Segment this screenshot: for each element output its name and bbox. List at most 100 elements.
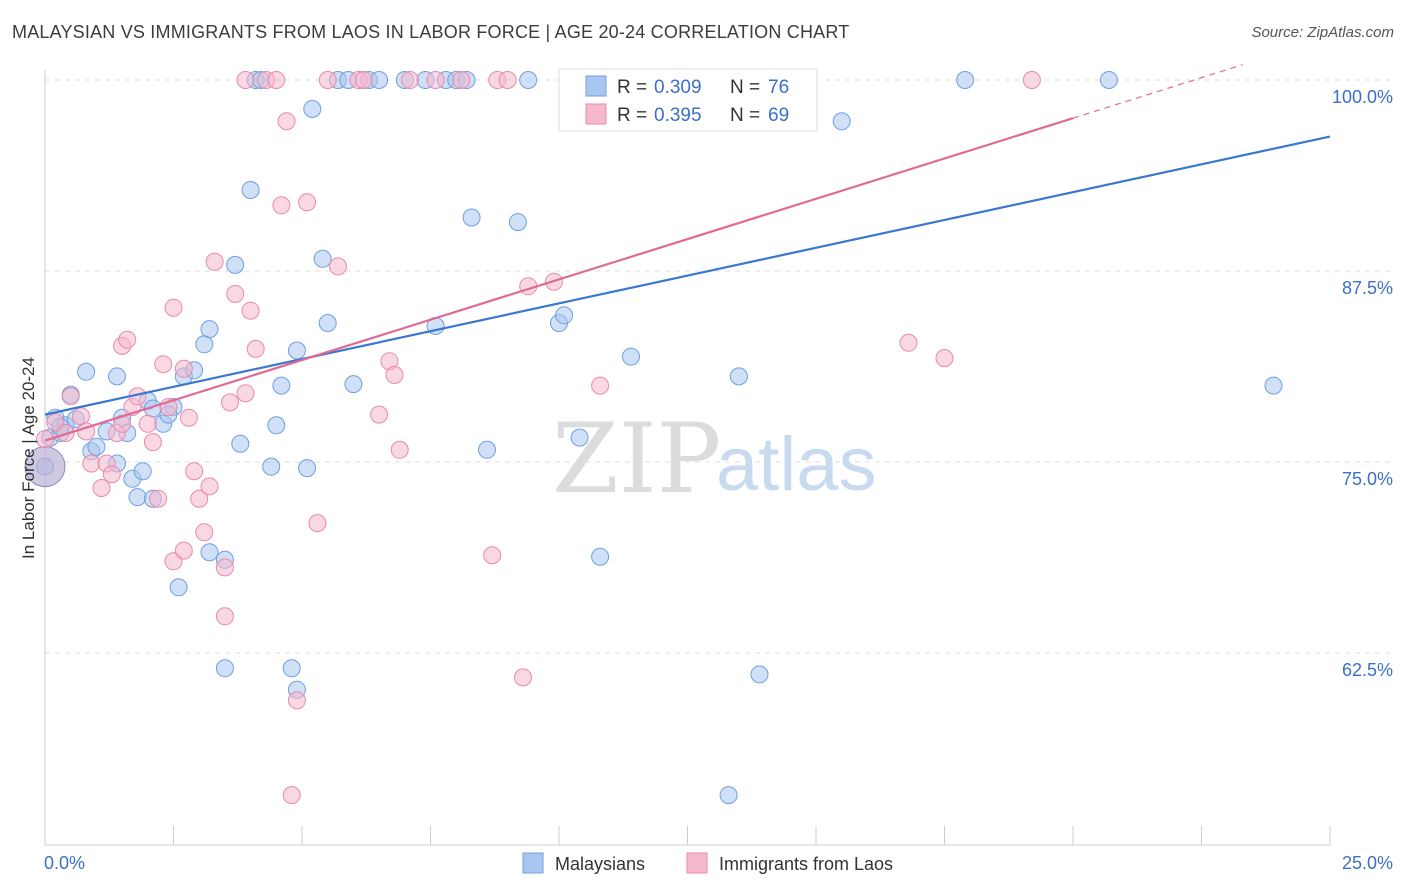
malaysian-point-33 — [272, 376, 291, 395]
legend-n-value-blue: 76 — [768, 77, 789, 98]
malaysian-point-54 — [508, 213, 527, 232]
laos-point-19 — [154, 355, 173, 374]
malaysian-point-16 — [128, 488, 147, 507]
watermark: ZIP atlas — [552, 403, 877, 515]
legend: R = 0.309 N = 76 R = 0.395 N = 69 — [558, 68, 818, 132]
malaysian-point-45 — [370, 71, 389, 89]
laos-point-30 — [205, 252, 224, 271]
laos-point-31 — [215, 607, 234, 626]
laos-point-64 — [591, 376, 610, 395]
malaysian-point-11 — [77, 362, 96, 381]
laos-point-18 — [149, 489, 168, 508]
laos-point-7 — [92, 479, 111, 497]
laos-point-6 — [82, 454, 101, 473]
malaysian-point-65 — [956, 71, 975, 89]
malaysian-point-38 — [303, 100, 322, 118]
laos-point-55 — [400, 71, 419, 89]
malaysian-point-55 — [519, 71, 538, 89]
y-tick-label-1: 75.0% — [1342, 469, 1393, 489]
laos-point-43 — [282, 786, 301, 805]
legend-swatch-pink — [585, 103, 607, 125]
bottom-legend-laos: Immigrants from Laos — [719, 854, 893, 874]
legend-n-label-blue: N = — [730, 77, 760, 98]
malaysian-point-12 — [108, 367, 126, 386]
y-axis-title: In Labor Force | Age 20-24 — [19, 357, 38, 559]
laos-point-34 — [226, 284, 245, 303]
malaysian-point-53 — [478, 440, 496, 459]
y-tick-label-2: 87.5% — [1342, 278, 1393, 298]
malaysian-point-68 — [169, 578, 188, 597]
laos-point-66 — [899, 333, 918, 352]
malaysian-point-67 — [1264, 376, 1283, 395]
laos-point-27 — [190, 489, 209, 508]
laos-point-26 — [185, 462, 204, 481]
malaysian-point-32 — [267, 416, 286, 435]
malaysian-point-52 — [462, 208, 481, 227]
bottom-legend-swatch-malaysians — [522, 852, 544, 874]
series-laos — [36, 71, 1041, 805]
x-tick-label-max: 25.0% — [1342, 853, 1393, 873]
laos-point-4 — [72, 407, 90, 426]
laos-point-48 — [329, 257, 347, 276]
laos-point-32 — [215, 558, 234, 577]
laos-point-68 — [1022, 71, 1041, 89]
trend-line-laos — [44, 117, 1074, 442]
laos-point-53 — [385, 365, 404, 384]
trend-line-malaysians — [44, 135, 1331, 416]
source-label: Source: ZipAtlas.com — [1251, 24, 1394, 41]
laos-point-50 — [354, 71, 373, 89]
malaysian-point-34 — [282, 659, 301, 678]
laos-point-0 — [36, 430, 54, 449]
malaysian-point-58 — [570, 428, 589, 447]
laos-point-24 — [174, 359, 193, 378]
y-tick-label-0: 62.5% — [1342, 660, 1393, 680]
laos-point-44 — [287, 691, 306, 710]
laos-point-29 — [200, 477, 219, 496]
laos-point-38 — [246, 339, 265, 358]
laos-point-42 — [277, 112, 296, 131]
laos-point-3 — [61, 387, 80, 406]
bottom-legend-malaysians: Malaysians — [555, 854, 645, 874]
malaysian-point-26 — [226, 255, 245, 274]
laos-point-60 — [498, 71, 517, 89]
laos-point-54 — [390, 440, 409, 459]
malaysian-point-25 — [200, 320, 219, 339]
y-axis-labels: 62.5% 75.0% 87.5% 100.0% — [1332, 87, 1393, 680]
malaysian-point-71 — [215, 659, 234, 678]
chart-title: MALAYSIAN VS IMMIGRANTS FROM LAOS IN LAB… — [12, 22, 850, 42]
laos-point-41 — [272, 196, 291, 215]
laos-point-35 — [236, 384, 255, 403]
malaysian-point-28 — [231, 434, 250, 453]
legend-swatch-blue — [585, 75, 607, 97]
laos-point-13 — [118, 330, 137, 349]
malaysian-point-63 — [750, 665, 769, 684]
malaysian-point-31 — [262, 457, 281, 476]
malaysian-point-73 — [719, 786, 738, 805]
trend-line-laos-extension — [1072, 64, 1243, 119]
laos-point-56 — [426, 71, 445, 89]
laos-point-67 — [935, 349, 954, 368]
laos-point-23 — [174, 541, 193, 560]
malaysian-point-15 — [133, 462, 152, 481]
trend-lines — [44, 64, 1331, 442]
laos-point-9 — [102, 465, 121, 484]
malaysian-point-59 — [591, 547, 610, 566]
laos-point-46 — [308, 514, 327, 533]
malaysian-point-37 — [298, 459, 317, 478]
malaysian-point-24 — [195, 335, 214, 354]
legend-n-value-pink: 69 — [768, 105, 789, 126]
malaysian-point-62 — [729, 367, 748, 386]
malaysian-point-8 — [87, 437, 106, 456]
legend-n-label-pink: N = — [730, 105, 760, 126]
malaysian-point-64 — [832, 112, 851, 131]
laos-point-22 — [164, 298, 183, 317]
malaysian-point-43 — [344, 375, 363, 394]
legend-r-value-blue: 0.309 — [654, 77, 702, 98]
malaysian-point-57 — [555, 306, 574, 325]
laos-point-17 — [143, 433, 162, 452]
laos-point-51 — [370, 405, 389, 424]
malaysian-point-69 — [200, 543, 219, 562]
malaysian-point-60 — [622, 347, 640, 366]
laos-point-58 — [483, 546, 502, 565]
